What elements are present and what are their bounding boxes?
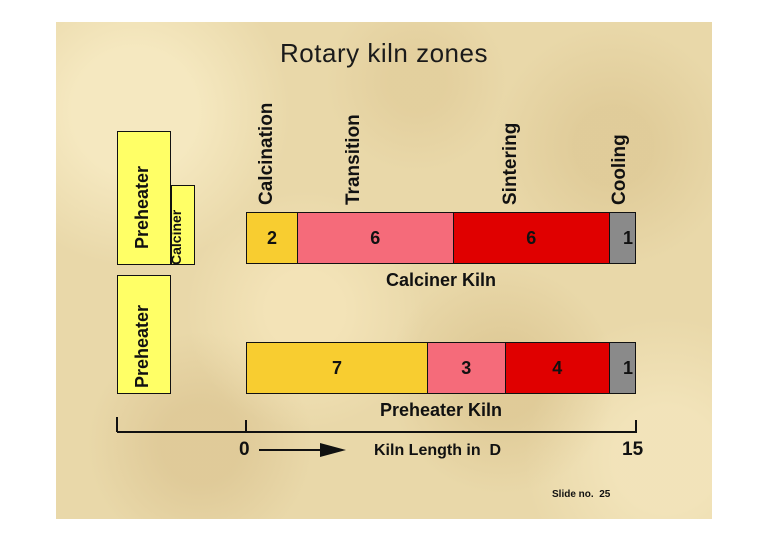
preheater-kiln-label: Preheater Kiln — [379, 400, 503, 420]
axis-min-label: 0 — [239, 439, 250, 460]
segment-value-label: 1 — [622, 227, 633, 248]
segment-value-label: 1 — [622, 357, 633, 378]
axis-caption: Kiln Length in D — [374, 442, 502, 459]
slide: Rotary kiln zones Calcination Transition… — [56, 22, 712, 519]
segment-calcination: 7 — [246, 342, 428, 394]
calciner-preheater-box — [117, 131, 171, 265]
segment-value-label: 3 — [461, 357, 472, 378]
segment-value-label: 2 — [266, 227, 277, 248]
segment-cooling: 1 — [608, 212, 636, 264]
axis-max-label: 15 — [622, 439, 644, 460]
slide-number: Slide no. 25 — [552, 489, 611, 500]
axis-graphics — [116, 417, 637, 457]
axis-arrow-icon — [320, 443, 346, 457]
slide-title: Rotary kiln zones — [280, 38, 488, 68]
segment-value-label: 4 — [552, 357, 563, 378]
calciner-box — [171, 185, 195, 265]
calciner-kiln-bar: 2 6 6 1 — [246, 212, 636, 264]
segment-value-label: 6 — [370, 227, 381, 248]
segment-cooling: 1 — [608, 342, 636, 394]
calciner-kiln-label: Calciner Kiln — [385, 270, 497, 290]
segment-transition: 3 — [426, 342, 506, 394]
segment-transition: 6 — [296, 212, 454, 264]
segment-value-label: 6 — [526, 227, 537, 248]
segment-calcination: 2 — [246, 212, 298, 264]
segment-sintering: 4 — [504, 342, 610, 394]
preheater-kiln-bar: 7 3 4 1 — [246, 342, 636, 394]
preheater-box — [117, 275, 171, 394]
segment-value-label: 7 — [331, 357, 342, 378]
